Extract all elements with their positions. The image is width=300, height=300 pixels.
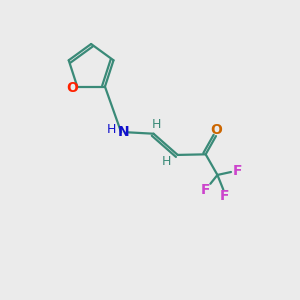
Text: F: F	[200, 183, 210, 197]
Text: O: O	[66, 81, 78, 95]
Text: F: F	[220, 189, 230, 203]
Text: H: H	[107, 123, 116, 136]
Text: H: H	[152, 118, 161, 131]
Text: H: H	[162, 155, 171, 168]
Text: O: O	[211, 123, 223, 136]
Text: N: N	[118, 125, 129, 139]
Text: F: F	[233, 164, 242, 178]
